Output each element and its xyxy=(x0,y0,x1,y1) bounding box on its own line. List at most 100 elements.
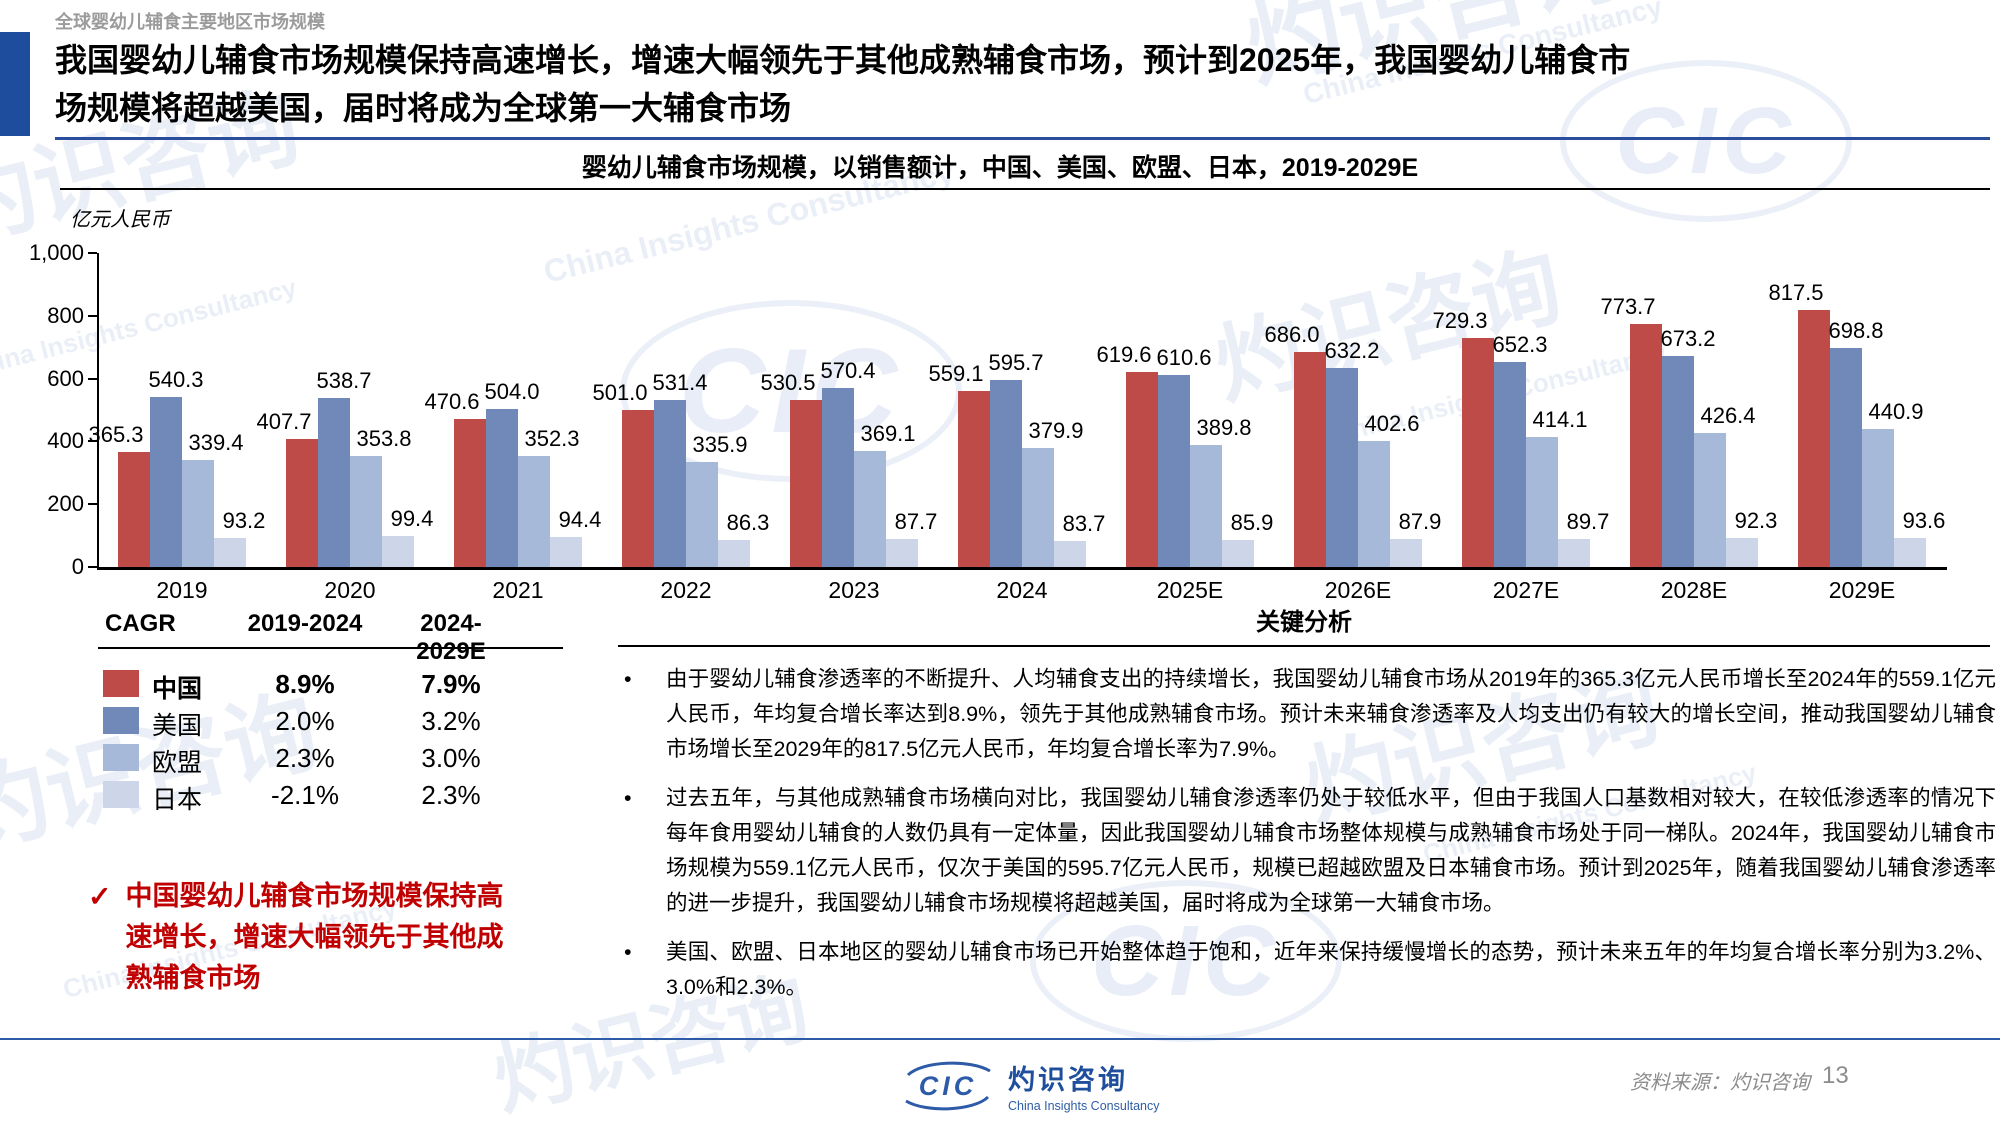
cagr-value-2019-2024: 2.3% xyxy=(275,743,335,773)
bar-美国-2023 xyxy=(822,387,854,567)
bar-value-美国-2027E: 652.3 xyxy=(1492,332,1548,358)
title-underline xyxy=(55,137,1990,140)
bar-value-欧盟-2025E: 389.8 xyxy=(1196,414,1252,440)
analysis-bullet-list: • 由于婴幼儿辅食渗透率的不断提升、人均辅食支出的持续增长，我国婴幼儿辅食市场从2… xyxy=(618,662,1996,1019)
bar-value-中国-2023: 530.5 xyxy=(760,370,816,396)
cic-logo-cn: 灼识咨询 xyxy=(1008,1065,1128,1095)
legend-swatch-日本 xyxy=(103,781,139,808)
bar-美国-2019 xyxy=(150,397,182,567)
bar-欧盟-2021 xyxy=(518,456,550,567)
x-axis-label-2026E: 2026E xyxy=(1324,577,1392,603)
x-axis-label-2022: 2022 xyxy=(660,577,712,603)
legend-swatch-欧盟 xyxy=(103,744,139,771)
cagr-header-period2: 2024-2029E xyxy=(416,610,486,665)
y-axis-tick-mark xyxy=(88,440,97,443)
cagr-header-label: CAGR xyxy=(105,610,176,637)
bar-日本-2021 xyxy=(550,537,582,567)
page-title: 我国婴幼儿辅食市场规模保持高速增长，增速大幅领先于其他成熟辅食市场，预计到202… xyxy=(55,36,1990,132)
analysis-title: 关键分析 xyxy=(1256,609,1352,636)
bar-中国-2026E xyxy=(1294,351,1326,567)
bar-value-欧盟-2023: 369.1 xyxy=(860,421,916,447)
bar-美国-2020 xyxy=(318,397,350,567)
x-axis-label-2027E: 2027E xyxy=(1492,577,1560,603)
y-axis-tick-mark xyxy=(88,252,97,254)
bar-value-日本-2023: 87.7 xyxy=(894,509,938,535)
page-number: 13 xyxy=(1822,1062,1849,1089)
bar-美国-2024 xyxy=(990,379,1022,567)
bar-中国-2027E xyxy=(1462,337,1494,567)
cagr-value-2019-2024: 8.9% xyxy=(275,669,335,699)
x-axis-label-2028E: 2028E xyxy=(1660,577,1728,603)
bar-中国-2024 xyxy=(958,391,990,567)
analysis-bullet-text: 美国、欧盟、日本地区的婴幼儿辅食市场已开始整体趋于饱和，近年来保持缓慢增长的态势… xyxy=(666,940,1996,999)
bar-美国-2022 xyxy=(654,400,686,567)
bar-日本-2020 xyxy=(382,535,414,567)
bar-value-美国-2025E: 610.6 xyxy=(1156,345,1212,371)
analysis-divider xyxy=(618,645,1990,647)
subtitle-divider xyxy=(60,188,1990,190)
bar-value-欧盟-2024: 379.9 xyxy=(1028,417,1084,443)
bar-中国-2028E xyxy=(1630,324,1662,567)
cagr-row-label: 中国 xyxy=(152,675,203,703)
bar-欧盟-2019 xyxy=(182,460,214,567)
bar-美国-2029E xyxy=(1830,347,1862,567)
bar-美国-2027E xyxy=(1494,362,1526,567)
cic-logo-icon: CIC xyxy=(905,1061,991,1110)
y-axis-tick-label: 800 xyxy=(47,302,84,328)
bar-value-欧盟-2028E: 426.4 xyxy=(1700,403,1756,429)
bar-value-日本-2027E: 89.7 xyxy=(1566,508,1610,534)
bar-欧盟-2022 xyxy=(686,461,718,567)
bar-value-日本-2028E: 92.3 xyxy=(1734,508,1778,534)
bar-value-欧盟-2029E: 440.9 xyxy=(1868,398,1924,424)
y-axis-tick-mark xyxy=(88,503,97,506)
bar-日本-2026E xyxy=(1390,539,1422,567)
svg-text:CIC: CIC xyxy=(919,1071,978,1101)
cagr-row-label: 欧盟 xyxy=(152,749,203,777)
cagr-row-欧盟: 欧盟 2.3% 3.0% xyxy=(0,740,560,777)
cic-logo: CIC 灼识咨询 China Insights Consultancy xyxy=(898,1058,1159,1113)
cagr-row-日本: 日本 -2.1% 2.3% xyxy=(0,777,560,814)
bar-美国-2025E xyxy=(1158,375,1190,567)
y-axis-tick-mark xyxy=(88,566,97,568)
cagr-header-period1: 2019-2024 xyxy=(247,610,363,637)
x-axis-label-2029E: 2029E xyxy=(1828,577,1896,603)
bar-value-中国-2020: 407.7 xyxy=(256,408,312,434)
bar-中国-2025E xyxy=(1126,372,1158,567)
cagr-value-2019-2024: 2.0% xyxy=(275,706,335,736)
bar-value-欧盟-2020: 353.8 xyxy=(356,425,412,451)
bar-value-美国-2026E: 632.2 xyxy=(1324,338,1380,364)
bar-value-日本-2025E: 85.9 xyxy=(1230,510,1274,536)
y-axis-unit-label: 亿元人民币 xyxy=(70,209,170,231)
bar-value-欧盟-2022: 335.9 xyxy=(692,431,748,457)
y-axis-tick-label: 400 xyxy=(47,428,84,454)
bar-value-日本-2020: 99.4 xyxy=(390,505,434,531)
chart-subtitle-range: 2019-2029E xyxy=(1281,154,1419,182)
bar-value-美国-2029E: 698.8 xyxy=(1828,317,1884,343)
checkmark-icon: ✓ xyxy=(88,881,112,912)
x-axis-label-2023: 2023 xyxy=(828,577,880,603)
bar-value-中国-2025E: 619.6 xyxy=(1096,342,1152,368)
bar-value-中国-2027E: 729.3 xyxy=(1432,307,1488,333)
bullet-icon: • xyxy=(624,667,632,691)
bullet-icon: • xyxy=(624,786,632,810)
bar-美国-2028E xyxy=(1662,355,1694,567)
bar-欧盟-2023 xyxy=(854,451,886,567)
cagr-row-中国: 中国 8.9% 7.9% xyxy=(0,666,560,703)
bar-value-日本-2024: 83.7 xyxy=(1062,510,1106,536)
bar-value-美国-2028E: 673.2 xyxy=(1660,325,1716,351)
analysis-bullet: • 美国、欧盟、日本地区的婴幼儿辅食市场已开始整体趋于饱和，近年来保持缓慢增长的态… xyxy=(618,935,1996,1005)
bar-中国-2023 xyxy=(790,400,822,567)
chart-subtitle: 婴幼儿辅食市场规模，以销售额计，中国、美国、欧盟、日本，2019-2029E xyxy=(0,148,2000,184)
analysis-bullet-text: 由于婴幼儿辅食渗透率的不断提升、人均辅食支出的持续增长，我国婴幼儿辅食市场从20… xyxy=(666,667,1996,761)
bar-中国-2020 xyxy=(286,438,318,567)
y-axis-tick-label: 0 xyxy=(71,554,84,579)
bar-欧盟-2024 xyxy=(1022,447,1054,567)
bar-value-美国-2023: 570.4 xyxy=(820,357,876,383)
analysis-bullet: • 由于婴幼儿辅食渗透率的不断提升、人均辅食支出的持续增长，我国婴幼儿辅食市场从2… xyxy=(618,662,1996,767)
bar-日本-2027E xyxy=(1558,538,1590,567)
source-note: 资料来源：灼识咨询 xyxy=(1630,1072,1810,1094)
chart-subtitle-text: 婴幼儿辅食市场规模，以销售额计，中国、美国、欧盟、日本， xyxy=(581,154,1282,182)
cagr-value-2024-2029E: 3.0% xyxy=(421,743,481,773)
y-axis-tick-label: 200 xyxy=(47,491,84,517)
footer-divider xyxy=(0,1038,2000,1040)
